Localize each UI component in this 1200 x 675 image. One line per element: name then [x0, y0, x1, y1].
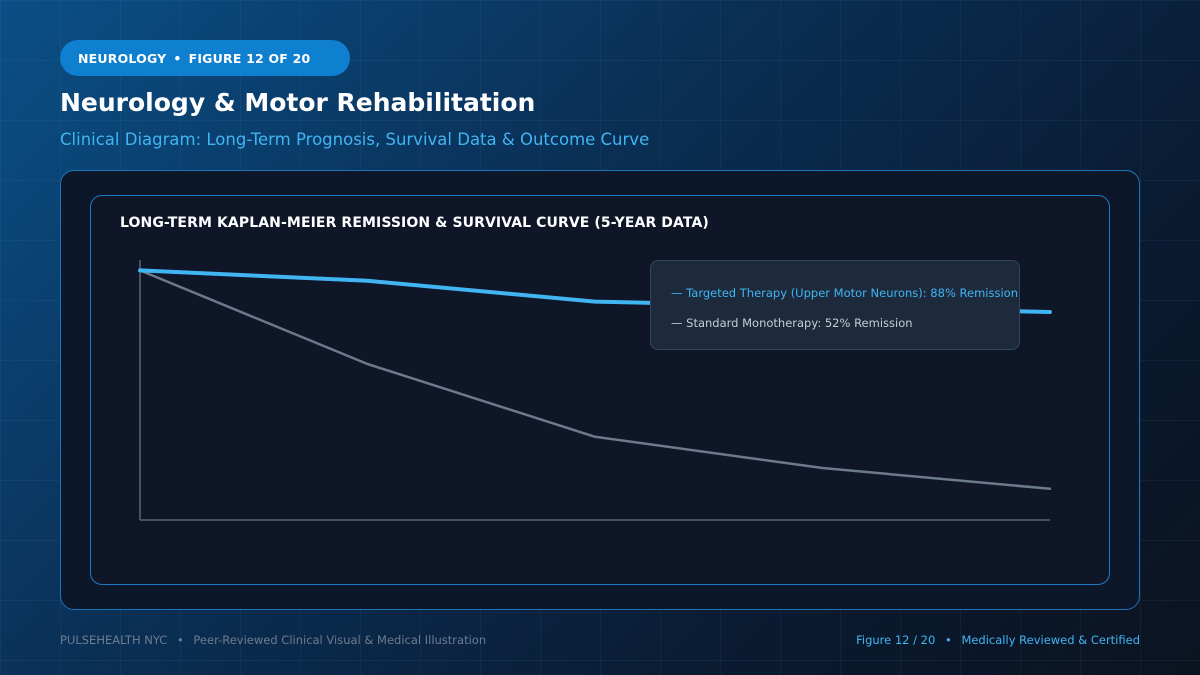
footer-certification: Medically Reviewed & Certified: [961, 633, 1140, 647]
footer-separator-right: •: [944, 633, 952, 647]
page-title: Neurology & Motor Rehabilitation: [60, 88, 536, 117]
footer-caption: Peer-Reviewed Clinical Visual & Medical …: [193, 633, 487, 647]
legend-entry-targeted: — Targeted Therapy (Upper Motor Neurons)…: [671, 286, 1018, 300]
footer-right: Figure 12 / 20 • Medically Reviewed & Ce…: [856, 633, 1140, 647]
legend-label-targeted: Targeted Therapy (Upper Motor Neurons): …: [686, 286, 1018, 300]
badge-figure: FIGURE 12 OF 20: [188, 50, 311, 66]
footer-figure: Figure 12 / 20: [856, 633, 936, 647]
footer-brand: PULSEHEALTH NYC: [60, 633, 168, 647]
badge-separator: •: [173, 50, 182, 66]
footer-separator: •: [176, 633, 184, 647]
footer-left: PULSEHEALTH NYC • Peer-Reviewed Clinical…: [60, 633, 486, 647]
series-line-standard-monotherapy: [138, 269, 1052, 491]
legend-entry-standard: — Standard Monotherapy: 52% Remission: [671, 316, 913, 330]
chart-title: LONG-TERM KAPLAN-MEIER REMISSION & SURVI…: [120, 215, 709, 231]
category-badge: NEUROLOGY • FIGURE 12 OF 20: [60, 40, 350, 76]
badge-category: NEUROLOGY: [78, 50, 167, 66]
legend-label-standard: Standard Monotherapy: 52% Remission: [686, 316, 913, 330]
chart-legend: — Targeted Therapy (Upper Motor Neurons)…: [650, 260, 1020, 350]
page-subtitle: Clinical Diagram: Long-Term Prognosis, S…: [60, 130, 650, 149]
